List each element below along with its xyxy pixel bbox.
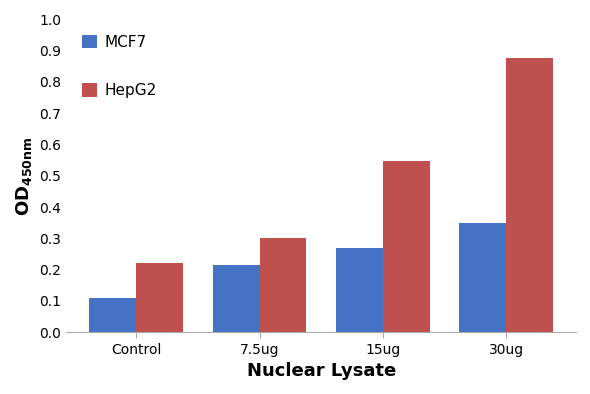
Legend: MCF7, HepG2: MCF7, HepG2 xyxy=(74,27,165,106)
Bar xyxy=(90,298,136,332)
Bar xyxy=(136,263,183,332)
Bar xyxy=(336,248,383,332)
Bar xyxy=(213,265,260,332)
Y-axis label: $\mathbf{OD_{450nm}}$: $\mathbf{OD_{450nm}}$ xyxy=(14,136,34,216)
Bar xyxy=(506,58,553,332)
Bar xyxy=(383,161,430,332)
Bar xyxy=(260,238,306,332)
X-axis label: Nuclear Lysate: Nuclear Lysate xyxy=(247,362,396,380)
Bar xyxy=(459,223,506,332)
